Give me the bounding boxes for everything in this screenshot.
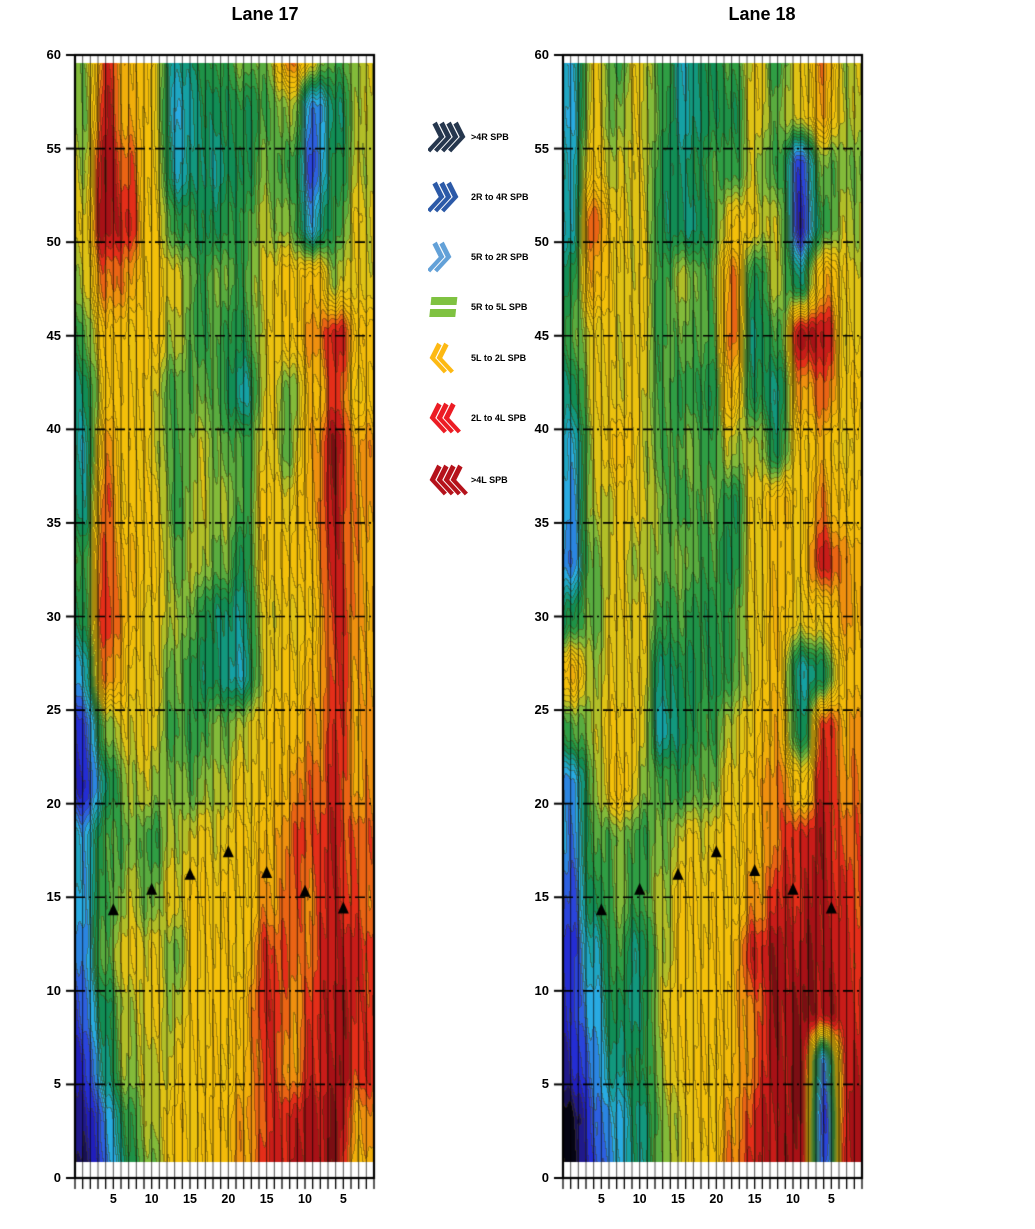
legend-item-5r-to-5l-spb: 5R to 5L SPB <box>428 290 527 324</box>
lane-18-y-tick-label-10: 10 <box>534 982 549 998</box>
legend-item-label: 2R to 4R SPB <box>471 192 529 202</box>
equal-bars-icon <box>429 297 458 317</box>
lane-18-y-tick-label-50: 50 <box>534 234 549 250</box>
legend-item-label: 5L to 2L SPB <box>471 353 527 363</box>
legend-item-label: 2L to 4L SPB <box>471 413 527 423</box>
lane-17-y-tick-label-60: 60 <box>46 47 61 62</box>
lane-17-x-tick-label-board-5: 5 <box>109 1192 117 1206</box>
lane-17-x-tick-label-board-25: 15 <box>259 1192 274 1206</box>
lane-17-y-tick-label-35: 35 <box>46 514 61 530</box>
lane-17-y-tick-label-0: 0 <box>53 1170 61 1185</box>
lane-18-contour-plot <box>538 47 870 1199</box>
legend-item-label: 5R to 5L SPB <box>471 302 528 312</box>
lane-17-y-tick-label-40: 40 <box>46 421 61 437</box>
lane-17-x-tick-label-board-15: 15 <box>183 1192 197 1206</box>
lane-17-x-tick-label-board-20: 20 <box>221 1192 236 1206</box>
lane-17-x-tick-label-board-30: 10 <box>298 1192 312 1206</box>
lane-18-x-tick-label-board-20: 20 <box>709 1192 724 1206</box>
legend-item--4l-spb: >4L SPB <box>428 463 508 497</box>
lane-18-x-tick-label-board-15: 15 <box>671 1192 685 1206</box>
legend-item-label: 5R to 2R SPB <box>471 252 529 262</box>
chevron-left-2-icon <box>429 342 454 374</box>
lane-17-y-tick-label-5: 5 <box>53 1076 61 1092</box>
legend-item-label: >4R SPB <box>471 132 509 142</box>
lane-18-x-tick-label-board-25: 15 <box>747 1192 762 1206</box>
chevron-right-2-icon <box>428 241 452 273</box>
legend-item-2l-to-4l-spb: 2L to 4L SPB <box>428 401 526 435</box>
lane-18-x-tick-label-board-10: 10 <box>632 1192 647 1206</box>
legend-item--4r-spb: >4R SPB <box>428 120 509 154</box>
chart-title-lane-17: Lane 17 <box>231 4 299 24</box>
lane-17-y-tick-label-15: 15 <box>46 889 61 905</box>
lane-18-y-tick-label-5: 5 <box>541 1076 549 1092</box>
legend-item-label: >4L SPB <box>471 475 508 485</box>
lane-18-x-tick-label-board-35: 5 <box>827 1192 835 1206</box>
lane-17-y-tick-label-10: 10 <box>46 982 61 998</box>
lane-17-y-tick-label-50: 50 <box>46 234 61 250</box>
lane-18-y-tick-label-45: 45 <box>534 327 549 343</box>
lane-17-x-tick-label-board-10: 10 <box>144 1192 159 1206</box>
legend-item-5l-to-2l-spb: 5L to 2L SPB <box>428 341 526 375</box>
lane-17-y-tick-label-30: 30 <box>46 608 61 624</box>
chevron-left-4-icon <box>429 464 468 496</box>
lane-18-y-tick-label-15: 15 <box>534 889 549 905</box>
lane-18-x-tick-label-board-30: 10 <box>786 1192 800 1206</box>
lane-18-y-tick-label-55: 55 <box>534 140 549 156</box>
lane-18-y-tick-label-35: 35 <box>534 514 549 530</box>
chevron-left-3-icon <box>429 402 461 434</box>
lane-17-y-tick-label-45: 45 <box>46 327 61 343</box>
lane-18-y-tick-label-25: 25 <box>534 702 549 718</box>
legend-item-2r-to-4r-spb: 2R to 4R SPB <box>428 180 529 214</box>
lane-18-y-tick-label-0: 0 <box>541 1170 549 1185</box>
lane-18-y-tick-label-30: 30 <box>534 608 549 624</box>
legend-item-5r-to-2r-spb: 5R to 2R SPB <box>428 240 529 274</box>
lane-17-y-tick-label-20: 20 <box>46 795 61 811</box>
chevron-right-4-icon <box>428 121 466 153</box>
chevron-right-3-icon <box>428 181 459 213</box>
lane-18-y-tick-label-40: 40 <box>534 421 549 437</box>
lane-17-y-tick-label-55: 55 <box>46 140 61 156</box>
chart-title-lane-18: Lane 18 <box>728 4 796 24</box>
lane-17-contour-plot <box>50 47 382 1199</box>
lane-17-y-tick-label-25: 25 <box>46 702 61 718</box>
lane-18-x-tick-label-board-5: 5 <box>597 1192 605 1206</box>
legend: >4R SPB 2R to 4R SPB 5R to 2R SPB 5R to 5L … <box>428 110 558 510</box>
lane-17-x-tick-label-board-35: 5 <box>339 1192 347 1206</box>
lane-18-y-tick-label-20: 20 <box>534 795 549 811</box>
lane-18-y-tick-label-60: 60 <box>534 47 549 62</box>
